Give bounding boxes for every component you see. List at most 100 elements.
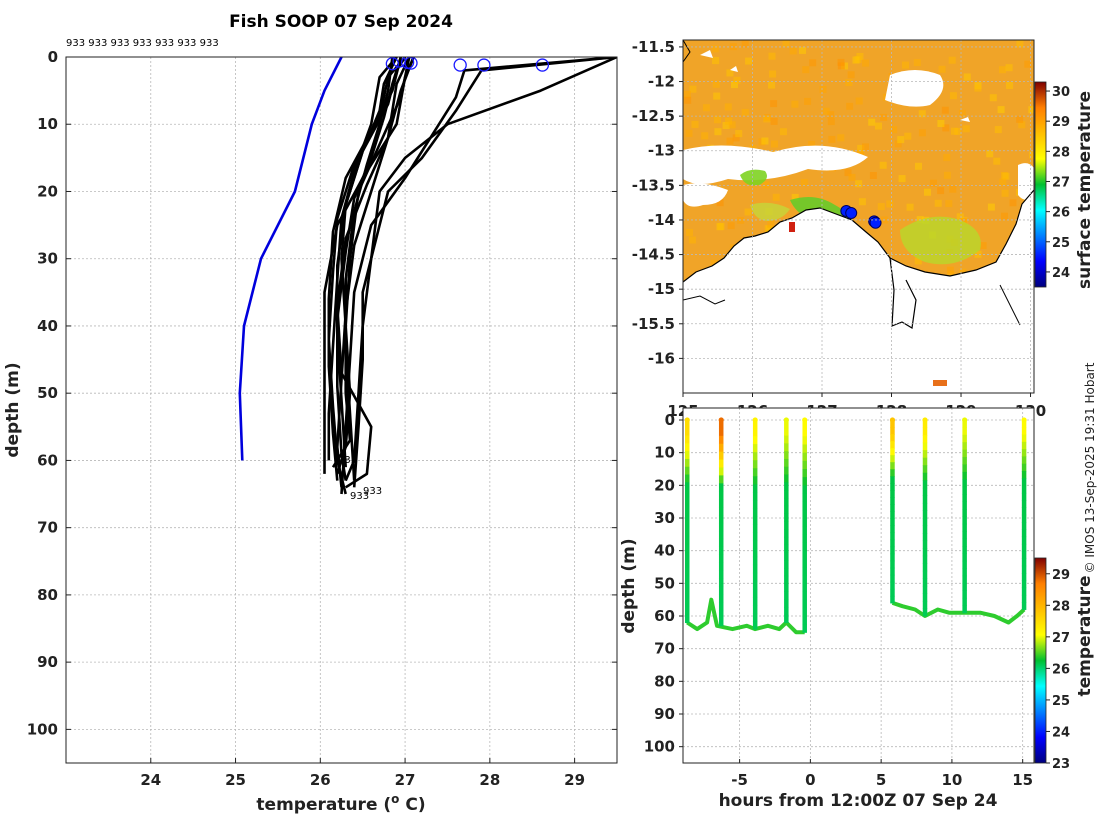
sst-cell	[714, 128, 722, 136]
sst-cell	[951, 127, 958, 135]
sst-cell	[1016, 40, 1024, 48]
track-point	[869, 216, 882, 229]
profile-y-tick-label: 0	[48, 48, 58, 66]
sst-cell	[827, 118, 835, 126]
sst-cell	[846, 102, 854, 110]
profile-y-ticks: 0 10 20 30 40 50 60 70 80 90 100	[27, 48, 617, 738]
time-depth-y-tick-label: 0	[665, 411, 675, 429]
sst-cell	[945, 200, 953, 208]
map-colorbar-label: surface temperature	[1075, 91, 1095, 289]
sst-cell	[741, 108, 749, 116]
time-depth-x-tick-label: 15	[1012, 771, 1033, 789]
sst-cell	[999, 66, 1006, 74]
sst-cell	[772, 193, 780, 201]
sst-cell	[875, 122, 882, 130]
profile-x-tick-label: 24	[140, 771, 161, 789]
sst-field	[683, 40, 1034, 393]
sst-cell	[808, 140, 816, 148]
sst-cell	[767, 220, 775, 228]
sst-cell	[822, 107, 830, 115]
profile-y-tick-label: 100	[27, 720, 58, 738]
sst-cell	[684, 90, 691, 98]
profile-line-p14	[344, 57, 394, 481]
sst-cell	[962, 125, 970, 133]
time-depth-y-tick-label: 70	[654, 640, 675, 658]
cast-5-top	[889, 417, 896, 423]
map-colorbar-tick-label: 24	[1052, 266, 1070, 281]
sst-cell	[714, 116, 721, 124]
profile-top-labels: 933 933 933 933 933 933 933	[66, 38, 219, 49]
sst-cell	[869, 172, 877, 179]
climatology-line	[238, 57, 343, 461]
map-y-tick-label: -16	[648, 349, 675, 367]
sst-cell	[731, 81, 738, 89]
cool-patch	[750, 202, 790, 221]
sst-cell	[941, 106, 949, 114]
sst-cell	[862, 143, 869, 151]
surface-marker	[453, 58, 467, 72]
sst-cell	[770, 117, 778, 125]
credit-text: © IMOS 13-Sep-2025 19:31 Hobart	[1083, 362, 1097, 573]
sst-cell	[728, 121, 736, 129]
profile-x-ticks: 24 25 26 27 28 29	[140, 758, 585, 789]
sst-cell	[779, 128, 787, 136]
time-depth-x-tick-label: 5	[876, 771, 886, 789]
sst-cell	[948, 56, 956, 64]
sst-cell	[711, 45, 719, 53]
profile-end-label-2: 933	[363, 486, 382, 497]
sst-cell	[897, 136, 905, 144]
time-depth-y-tick-label: 90	[654, 705, 675, 723]
sst-cell	[890, 126, 898, 134]
map-y-tick-label: -13.5	[632, 176, 675, 194]
profile-x-tick-label: 28	[479, 771, 500, 789]
sst-cell	[726, 137, 734, 145]
time-depth-x-tick-label: 0	[805, 771, 815, 789]
sst-cell	[1009, 199, 1017, 207]
sst-cell	[799, 46, 806, 54]
time-depth-x-ticks: -5 0 5 10 15	[731, 759, 1033, 789]
profile-y-tick-label: 80	[37, 586, 58, 604]
sst-cell	[701, 132, 709, 140]
sst-cell	[1001, 189, 1009, 197]
figure-title: Fish SOOP 07 Sep 2024	[229, 12, 453, 32]
sst-cell	[837, 58, 845, 66]
cast-8-top	[1021, 417, 1027, 423]
cast-2-top	[752, 417, 758, 423]
sst-cell	[958, 109, 966, 117]
time-depth-marks	[684, 417, 1027, 635]
map-colorbar-tick-label: 29	[1052, 115, 1070, 130]
sst-cell	[716, 199, 724, 207]
time-depth-panel: 0 10 20 30 40 50 60 70 80 90 100 -5 0 5 10 15 depth (m…	[619, 407, 1095, 811]
profile-y-tick-label: 50	[37, 384, 58, 402]
sst-cell	[949, 185, 957, 193]
sst-cell	[809, 59, 817, 67]
sst-cell	[994, 126, 1002, 134]
sst-cell	[745, 57, 753, 65]
profile-y-tick-label: 60	[37, 451, 58, 469]
sst-cell	[1002, 172, 1010, 180]
time-depth-y-tick-label: 100	[644, 738, 675, 756]
sst-cell	[741, 40, 749, 48]
sst-cell	[684, 96, 692, 104]
time-depth-axes-box	[682, 407, 1035, 764]
time-depth-y-tick-label: 20	[654, 476, 675, 494]
sst-cell	[974, 84, 982, 92]
sst-cell	[688, 236, 696, 244]
sst-cell	[800, 179, 808, 187]
sst-cell	[879, 161, 887, 169]
profile-line-p13	[335, 57, 407, 468]
warm-patch	[933, 380, 947, 386]
map-axes-box	[682, 39, 1035, 394]
sst-cell	[1028, 106, 1034, 114]
map-y-tick-label: -15	[648, 280, 675, 298]
sst-cell	[993, 157, 1001, 165]
sst-cell	[771, 140, 778, 148]
profile-lines	[238, 57, 617, 495]
cool-patch	[740, 169, 767, 186]
profile-x-tick-label: 26	[310, 771, 331, 789]
map-colorbar-tick-label: 25	[1052, 236, 1070, 251]
sst-cell	[828, 135, 836, 143]
map-y-tick-label: -13	[648, 142, 675, 160]
coastline-bay	[889, 257, 917, 329]
sst-cell	[868, 118, 876, 126]
